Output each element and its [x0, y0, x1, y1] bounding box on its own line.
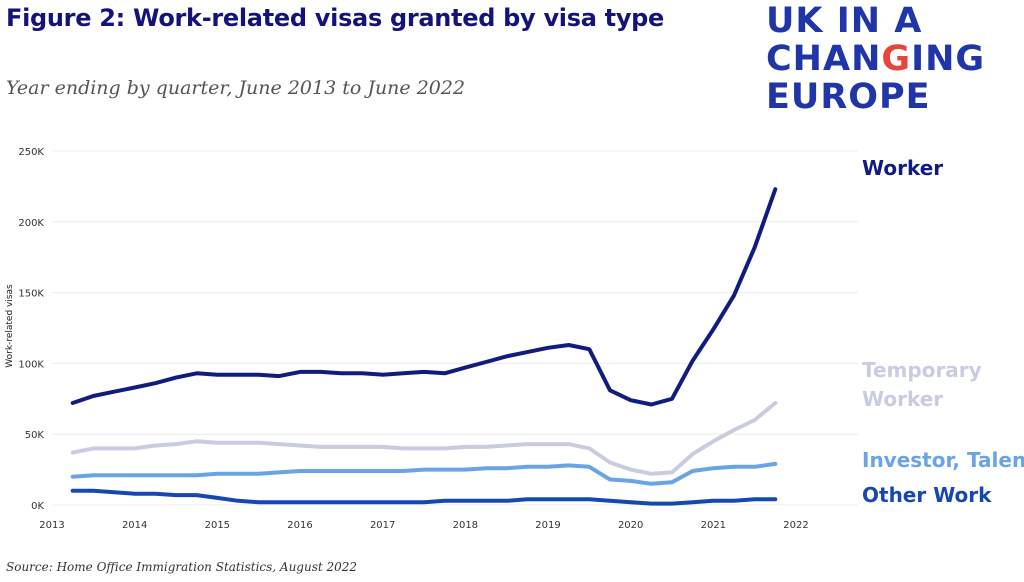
y-tick-label: 250K — [18, 147, 44, 158]
y-tick-label: 0K — [31, 501, 44, 512]
series-label-other-work: Other Work — [862, 483, 992, 507]
series-lines — [70, 187, 778, 506]
y-tick-label: 100K — [18, 359, 44, 370]
series-label-temporary-line1: Temporary — [862, 358, 982, 382]
x-tick-label: 2016 — [287, 520, 312, 531]
series-label-worker: Worker — [862, 156, 943, 180]
x-tick-label: 2021 — [701, 520, 726, 531]
y-tick-label: 50K — [25, 430, 45, 441]
x-tick-label: 2015 — [205, 520, 230, 531]
chart-title: Figure 2: Work-related visas granted by … — [6, 4, 665, 32]
y-axis-ticks: 0K 50K 100K 150K 200K 250K — [18, 147, 44, 512]
series-label-investor: Investor, Talent — [862, 448, 1024, 472]
logo-line-1: UK IN A — [766, 1, 923, 41]
y-axis-label: Work-related visas — [5, 284, 15, 368]
x-tick-label: 2014 — [122, 520, 147, 531]
logo-line-2: CHANGING — [766, 39, 986, 79]
series-line-investor-talent — [70, 461, 778, 486]
y-tick-label: 150K — [18, 289, 44, 300]
series-line-other-work — [70, 488, 778, 506]
x-tick-label: 2022 — [783, 520, 808, 531]
series-line-worker — [70, 187, 778, 407]
source-note: Source: Home Office Immigration Statisti… — [6, 560, 358, 574]
x-axis-ticks: 2013 2014 2015 2016 2017 2018 2019 2020 2021 2022 — [39, 520, 808, 531]
x-tick-label: 2018 — [453, 520, 478, 531]
x-tick-label: 2019 — [535, 520, 560, 531]
chart-subtitle: Year ending by quarter, June 2013 to Jun… — [6, 77, 466, 99]
gridlines — [52, 150, 858, 506]
y-tick-label: 200K — [18, 218, 44, 229]
x-tick-label: 2017 — [370, 520, 395, 531]
series-line-temporary-worker — [70, 401, 778, 476]
series-label-temporary-line2: Worker — [862, 387, 943, 411]
x-tick-label: 2013 — [39, 520, 64, 531]
logo-line-3: EUROPE — [766, 77, 931, 117]
x-tick-label: 2020 — [618, 520, 643, 531]
brand-logo: UK IN A CHANGING EUROPE — [766, 2, 1016, 116]
